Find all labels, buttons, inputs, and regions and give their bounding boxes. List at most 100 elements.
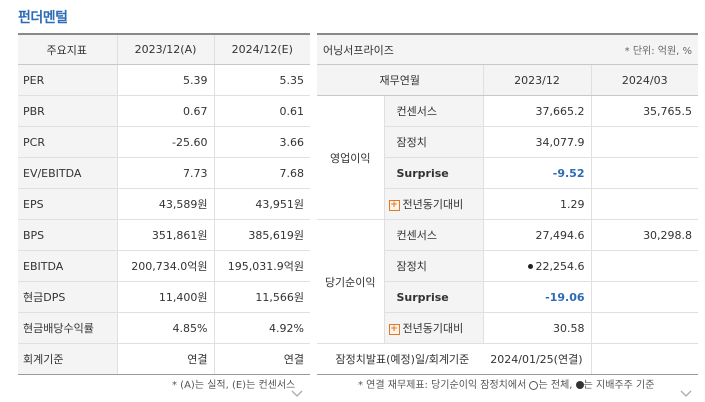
left-footnote: * (A)는 실적, (E)는 컨센서스: [172, 380, 296, 391]
row-label: 잠정치: [384, 126, 484, 158]
value-actual: 351,861원: [117, 219, 215, 251]
value-2024-03: 35,765.5: [591, 95, 699, 127]
value-estimate: 0.61: [214, 95, 310, 127]
value-estimate: 43,951원: [214, 188, 310, 220]
chevron-down-icon[interactable]: [680, 390, 692, 398]
value-2024-03: [591, 281, 699, 313]
row-label: EPS: [18, 188, 118, 220]
value-2024-03: 30,298.8: [591, 219, 699, 251]
value-estimate: 7.68: [214, 157, 310, 189]
header-2023-actual: 2023/12(A): [117, 33, 215, 65]
value-estimate: 195,031.9억원: [214, 250, 310, 282]
table-row: 당기순이익 컨센서스 27,494.6 30,298.8: [317, 219, 699, 344]
value-2023-12: 34,077.9: [483, 126, 592, 158]
filled-circle-icon: [575, 381, 584, 389]
row-label: PBR: [18, 95, 118, 127]
value-actual: 11,400원: [117, 281, 215, 313]
row-label-surprise: Surprise: [384, 157, 484, 189]
section-title: 펀더멘털: [18, 10, 68, 26]
row-label: 회계기준: [18, 343, 118, 375]
consolidated-marker-icon: [527, 264, 533, 269]
announce-label: 잠정치발표(예정)일/회계기준: [335, 353, 470, 366]
table-row: BPS 351,861원 385,619원: [18, 219, 310, 251]
table-row: 현금DPS 11,400원 11,566원: [18, 281, 310, 313]
footnote-part-b: 는 전체,: [538, 380, 573, 391]
value-actual: 43,589원: [117, 188, 215, 220]
table-header-row: 주요지표 2023/12(A) 2024/12(E): [18, 33, 310, 65]
row-label: PCR: [18, 126, 118, 158]
value-2023-12: 1.29: [483, 188, 592, 220]
value-2023-12: 30.58: [483, 312, 592, 344]
value-2023-12: 37,665.2: [483, 95, 592, 127]
header-indicator: 주요지표: [18, 33, 118, 65]
table-row: 잠정치 34,077.9: [317, 126, 699, 158]
yoy-expand-row[interactable]: + 전년동기대비: [384, 312, 484, 344]
value-2024-03: [591, 126, 699, 158]
value-estimate: 11,566원: [214, 281, 310, 313]
table-row: EPS 43,589원 43,951원: [18, 188, 310, 220]
group-operating-profit: 영업이익: [317, 95, 385, 220]
value-2023-12-cell: 22,254.6: [483, 250, 592, 282]
table-row: + 전년동기대비 1.29: [317, 188, 699, 220]
row-label-surprise: Surprise: [384, 281, 484, 313]
row-label: 현금DPS: [18, 281, 118, 313]
announce-empty-cell: [591, 343, 699, 375]
value-2024-03: [591, 250, 699, 282]
earnings-surprise-title: 어닝서프라이즈: [323, 43, 394, 57]
value-estimate: 5.35: [214, 64, 310, 96]
plus-icon[interactable]: +: [388, 323, 400, 335]
group-net-income: 당기순이익: [317, 219, 385, 344]
value-estimate: 385,619원: [214, 219, 310, 251]
value-actual: 7.73: [117, 157, 215, 189]
row-label: 전년동기대비: [402, 322, 464, 335]
table-header-row: 어닝서프라이즈 * 단위: 억원, %: [317, 33, 699, 65]
value-estimate: 4.92%: [214, 312, 310, 344]
right-footnote: * 연결 재무제표: 당기순이익 잠정치에서 는 전체, 는 지배주주 기준: [358, 376, 654, 391]
table-row: 현금배당수익률 4.85% 4.92%: [18, 312, 310, 344]
value-actual: -25.60: [117, 126, 215, 158]
value-actual: 5.39: [117, 64, 215, 96]
footnote-part-a: * 연결 재무제표: 당기순이익 잠정치에서: [358, 380, 527, 391]
row-label: 잠정치: [384, 250, 484, 282]
footnote-part-c: 는 지배주주 기준: [583, 380, 655, 391]
header-2023-12: 2023/12: [483, 64, 592, 96]
table-row: Surprise -19.06: [317, 281, 699, 313]
table-row: 영업이익 컨센서스 37,665.2 35,765.5: [317, 95, 699, 220]
announce-value: 2024/01/25(연결): [490, 353, 583, 366]
value-2024-03: [591, 157, 699, 189]
chevron-down-icon[interactable]: [291, 390, 303, 398]
value-estimate: 연결: [214, 343, 310, 375]
value-2024-03: [591, 312, 699, 344]
value-actual: 연결: [117, 343, 215, 375]
row-label: 컨센서스: [384, 95, 484, 127]
row-label: EBITDA: [18, 250, 118, 282]
plus-icon[interactable]: +: [388, 199, 400, 211]
table-row: EBITDA 200,734.0억원 195,031.9억원: [18, 250, 310, 282]
value-2023-12: 27,494.6: [483, 219, 592, 251]
table-row: + 전년동기대비 30.58: [317, 312, 699, 344]
header-2024-03: 2024/03: [591, 64, 699, 96]
yoy-expand-row[interactable]: + 전년동기대비: [384, 188, 484, 220]
header-2024-estimate: 2024/12(E): [214, 33, 310, 65]
table-row: 잠정치 22,254.6: [317, 250, 699, 282]
header-period: 재무연월: [317, 64, 484, 96]
column-header-row: 재무연월 2023/12 2024/03: [317, 64, 699, 96]
earnings-surprise-table: 어닝서프라이즈 * 단위: 억원, % 재무연월 2023/12 2024/03…: [317, 33, 699, 375]
row-label: BPS: [18, 219, 118, 251]
row-label: 전년동기대비: [402, 198, 464, 211]
value-2023-12: 22,254.6: [535, 259, 585, 273]
row-label: EV/EBITDA: [18, 157, 118, 189]
table-row: EV/EBITDA 7.73 7.68: [18, 157, 310, 189]
value-actual: 4.85%: [117, 312, 215, 344]
open-circle-icon: [529, 380, 539, 390]
value-2023-12: -19.06: [483, 281, 592, 313]
row-label: PER: [18, 64, 118, 96]
row-label: 컨센서스: [384, 219, 484, 251]
value-estimate: 3.66: [214, 126, 310, 158]
value-actual: 0.67: [117, 95, 215, 127]
unit-note: * 단위: 억원, %: [624, 45, 693, 57]
table-row: PBR 0.67 0.61: [18, 95, 310, 127]
table-row: 잠정치발표(예정)일/회계기준 2024/01/25(연결): [317, 343, 699, 375]
announce-row-cell: 잠정치발표(예정)일/회계기준 2024/01/25(연결): [317, 343, 592, 375]
row-label: 현금배당수익률: [18, 312, 118, 344]
